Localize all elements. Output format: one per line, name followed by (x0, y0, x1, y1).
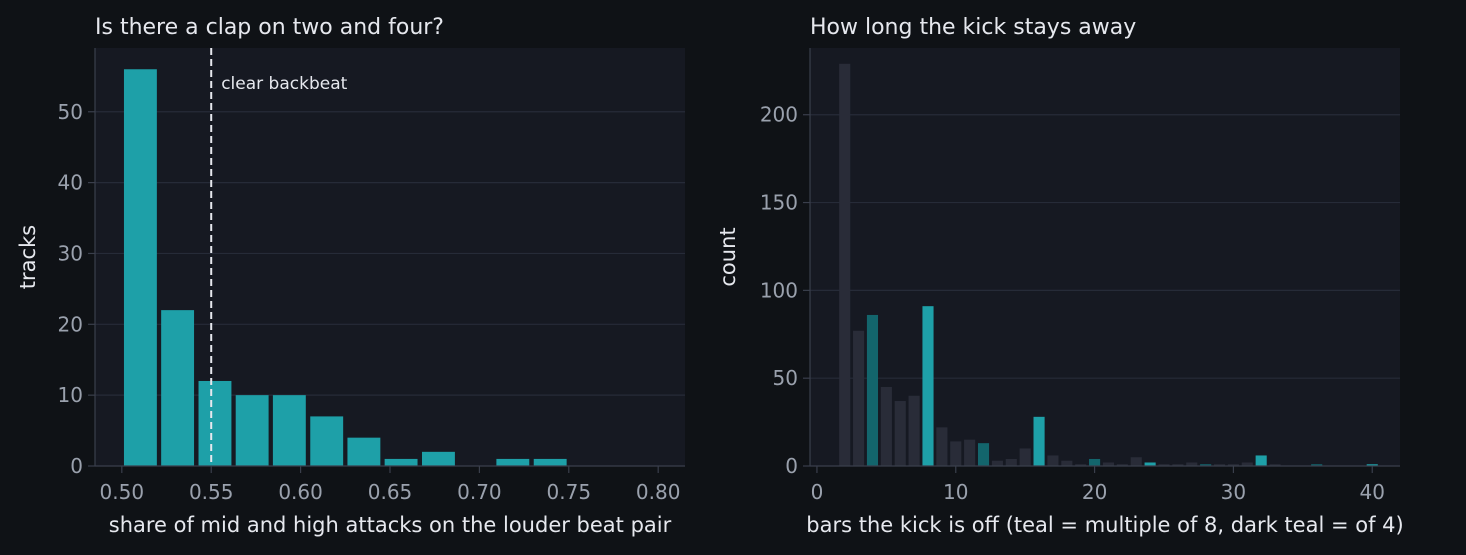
x-tick-label: 0.65 (368, 480, 413, 504)
y-tick-label: 50 (58, 100, 83, 124)
x-tick-label: 0.75 (547, 480, 592, 504)
x-tick-label: 0.50 (100, 480, 145, 504)
count-bar (1241, 462, 1253, 466)
histogram-bar (533, 458, 567, 466)
x-tick-label: 0.60 (278, 480, 323, 504)
y-tick-label: 10 (58, 383, 83, 407)
count-bar (1227, 464, 1239, 466)
count-bar (1200, 464, 1212, 466)
annotations: clear backbeat (210, 48, 348, 466)
bars (123, 69, 567, 466)
x-ticks: 0 10 20 30 40 (811, 466, 1385, 504)
axes (809, 48, 1400, 467)
x-tick-label: 40 (1360, 480, 1385, 504)
y-tick-label: 0 (70, 454, 83, 478)
count-bar (839, 63, 851, 466)
gridlines (810, 114, 1400, 379)
count-bar (853, 330, 865, 466)
y-tick-label: 200 (760, 103, 798, 127)
count-bar (1005, 458, 1017, 466)
histogram-bar (310, 416, 344, 466)
count-bar (977, 443, 990, 466)
chart-title: How long the kick stays away (810, 15, 1136, 40)
count-bar (1311, 464, 1323, 466)
histogram-bar (161, 310, 195, 466)
chart-title: Is there a clap on two and four? (95, 15, 444, 40)
count-bar (1186, 462, 1198, 466)
count-bar (964, 439, 976, 466)
count-bar (880, 386, 892, 466)
count-bar (866, 314, 879, 466)
count-bar (1033, 416, 1045, 466)
x-tick-label: 0.80 (636, 480, 681, 504)
count-bar (950, 441, 962, 466)
count-bar (908, 395, 920, 466)
count-bar (1158, 464, 1170, 466)
count-bar (1102, 462, 1115, 466)
count-bar (1019, 448, 1031, 466)
x-tick-label: 10 (943, 480, 968, 504)
histogram-bar (235, 395, 269, 466)
y-ticks: 0 50 100 150 200 (760, 103, 810, 478)
x-tick-label: 20 (1082, 480, 1107, 504)
y-tick-label: 50 (773, 366, 798, 390)
histogram-bar (123, 69, 157, 466)
histogram-bar (347, 437, 381, 466)
y-tick-label: 40 (58, 171, 83, 195)
bars (839, 63, 1378, 466)
count-bar (991, 460, 1003, 466)
count-bar (1144, 462, 1156, 466)
histogram-bar (496, 458, 530, 466)
count-bar (922, 306, 934, 466)
y-tick-label: 20 (58, 312, 83, 336)
threshold-label: clear backbeat (221, 74, 347, 94)
chart-kick-absence: 0 50 100 150 200 0 10 20 30 40 How long the kick… (716, 15, 1404, 537)
count-bar (936, 427, 948, 466)
y-axis-label: tracks (16, 225, 40, 289)
x-tick-label: 0.70 (457, 480, 502, 504)
count-bar (1089, 458, 1101, 466)
count-bar (1061, 460, 1073, 466)
count-bar (1116, 464, 1128, 466)
histogram-bar (422, 451, 455, 466)
histogram-bar (384, 458, 418, 466)
histogram-bar (272, 395, 306, 466)
count-bar (1130, 457, 1142, 466)
count-bar (1172, 464, 1184, 466)
count-bar (1213, 464, 1226, 466)
count-bar (1366, 464, 1378, 466)
y-tick-label: 100 (760, 278, 798, 302)
count-bar (894, 401, 906, 466)
y-ticks: 0 10 20 30 40 50 (58, 100, 95, 478)
histogram-bar (198, 380, 232, 466)
x-tick-label: 0.55 (189, 480, 234, 504)
count-bar (1269, 464, 1281, 466)
y-tick-label: 150 (760, 191, 798, 215)
count-bar (1075, 464, 1087, 466)
x-axis-label: share of mid and high attacks on the lou… (109, 513, 672, 537)
y-tick-label: 0 (785, 454, 798, 478)
count-bar (1047, 455, 1059, 466)
x-tick-label: 30 (1221, 480, 1246, 504)
count-bar (1255, 455, 1267, 466)
y-axis-label: count (716, 227, 740, 286)
x-tick-label: 0 (811, 480, 824, 504)
plot-area (810, 48, 1400, 466)
x-ticks: 0.50 0.55 0.60 0.65 0.70 0.75 0.80 (100, 466, 681, 504)
y-tick-label: 30 (58, 241, 83, 265)
x-axis-label: bars the kick is off (teal = multiple of… (806, 513, 1403, 537)
